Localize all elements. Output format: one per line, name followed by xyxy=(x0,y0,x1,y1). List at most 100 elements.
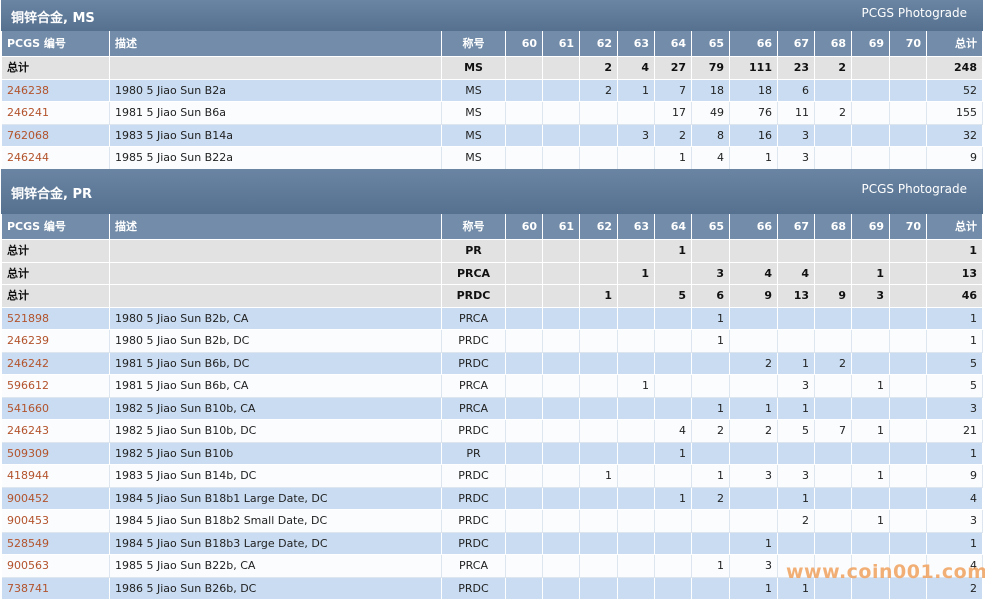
column-header: 60 xyxy=(506,31,543,57)
cell xyxy=(890,330,927,353)
total-cell xyxy=(618,240,655,263)
pcgs-id-link[interactable]: 246243 xyxy=(2,420,110,443)
cell: 5 xyxy=(927,352,983,375)
cell xyxy=(580,375,618,398)
photograde-link[interactable]: PCGS Photograde xyxy=(861,5,967,20)
total-cell: 23 xyxy=(778,57,815,80)
cell: MS xyxy=(442,102,506,125)
cell xyxy=(730,487,778,510)
pcgs-id-link[interactable]: 541660 xyxy=(2,397,110,420)
cell xyxy=(506,555,543,578)
total-cell xyxy=(580,262,618,285)
cell: PRDC xyxy=(442,487,506,510)
cell: 1 xyxy=(927,307,983,330)
pcgs-id-link[interactable]: 762068 xyxy=(2,124,110,147)
total-cell xyxy=(852,240,890,263)
section-header: 铜锌合金, PR PCGS Photograde xyxy=(1,169,983,214)
cell xyxy=(543,147,580,170)
pcgs-id-link[interactable]: 900453 xyxy=(2,510,110,533)
column-header: 61 xyxy=(543,31,580,57)
cell xyxy=(580,510,618,533)
total-cell: 1 xyxy=(852,262,890,285)
total-cell: 9 xyxy=(730,285,778,308)
cell: 3 xyxy=(778,375,815,398)
pcgs-id-link[interactable]: 509309 xyxy=(2,442,110,465)
column-header: 67 xyxy=(778,214,815,240)
pcgs-id-link[interactable]: 900452 xyxy=(2,487,110,510)
cell xyxy=(655,465,692,488)
total-cell xyxy=(110,285,442,308)
cell: 2 xyxy=(815,102,852,125)
total-cell: 5 xyxy=(655,285,692,308)
photograde-link[interactable]: PCGS Photograde xyxy=(861,181,967,196)
cell: 4 xyxy=(927,555,983,578)
pcgs-id-link[interactable]: 738741 xyxy=(2,577,110,600)
cell: 1983 5 Jiao Sun B14a xyxy=(110,124,442,147)
watermark: www.coin001.com xyxy=(786,561,985,583)
cell: 3 xyxy=(730,555,778,578)
total-cell: 4 xyxy=(778,262,815,285)
cell xyxy=(778,555,815,578)
cell: 3 xyxy=(927,397,983,420)
column-header: PCGS 编号 xyxy=(2,214,110,240)
pcgs-id-link[interactable]: 246244 xyxy=(2,147,110,170)
cell: 7 xyxy=(655,79,692,102)
pcgs-id-link[interactable]: 596612 xyxy=(2,375,110,398)
pcgs-id-link[interactable]: 246242 xyxy=(2,352,110,375)
cell xyxy=(506,487,543,510)
cell: 1984 5 Jiao Sun B18b1 Large Date, DC xyxy=(110,487,442,510)
column-header: 65 xyxy=(692,31,730,57)
cell: PRCA xyxy=(442,375,506,398)
cell xyxy=(890,375,927,398)
cell xyxy=(618,147,655,170)
pcgs-id-link[interactable]: 900563 xyxy=(2,555,110,578)
total-cell xyxy=(815,240,852,263)
cell: 1 xyxy=(852,510,890,533)
column-header: 68 xyxy=(815,31,852,57)
pcgs-id-link[interactable]: 521898 xyxy=(2,307,110,330)
cell xyxy=(730,510,778,533)
cell xyxy=(852,352,890,375)
cell xyxy=(890,124,927,147)
cell: 11 xyxy=(778,102,815,125)
cell xyxy=(506,124,543,147)
column-header: 66 xyxy=(730,31,778,57)
cell: 18 xyxy=(692,79,730,102)
cell: 3 xyxy=(927,510,983,533)
cell xyxy=(692,510,730,533)
cell xyxy=(543,532,580,555)
cell: PRCA xyxy=(442,555,506,578)
pcgs-id-link[interactable]: 246238 xyxy=(2,79,110,102)
cell: 1 xyxy=(618,79,655,102)
cell: 3 xyxy=(778,465,815,488)
cell: 4 xyxy=(927,487,983,510)
cell: 1 xyxy=(927,532,983,555)
total-cell: 2 xyxy=(815,57,852,80)
cell xyxy=(618,510,655,533)
cell xyxy=(778,307,815,330)
total-cell: 79 xyxy=(692,57,730,80)
cell xyxy=(890,532,927,555)
pcgs-id-link[interactable]: 246241 xyxy=(2,102,110,125)
cell: 1 xyxy=(655,487,692,510)
pcgs-id-link[interactable]: 418944 xyxy=(2,465,110,488)
cell: 1986 5 Jiao Sun B26b, DC xyxy=(110,577,442,600)
cell: 32 xyxy=(927,124,983,147)
cell: 5 xyxy=(778,420,815,443)
cell: 1 xyxy=(778,352,815,375)
cell: PRDC xyxy=(442,532,506,555)
cell xyxy=(852,397,890,420)
pcgs-id-link[interactable]: 246239 xyxy=(2,330,110,353)
cell: 1985 5 Jiao Sun B22b, CA xyxy=(110,555,442,578)
cell: 2 xyxy=(580,79,618,102)
total-cell xyxy=(580,240,618,263)
cell xyxy=(778,330,815,353)
cell xyxy=(580,420,618,443)
pcgs-id-link[interactable]: 528549 xyxy=(2,532,110,555)
column-header: 总计 xyxy=(927,214,983,240)
cell xyxy=(655,397,692,420)
total-cell: 3 xyxy=(692,262,730,285)
cell xyxy=(815,487,852,510)
cell xyxy=(852,442,890,465)
